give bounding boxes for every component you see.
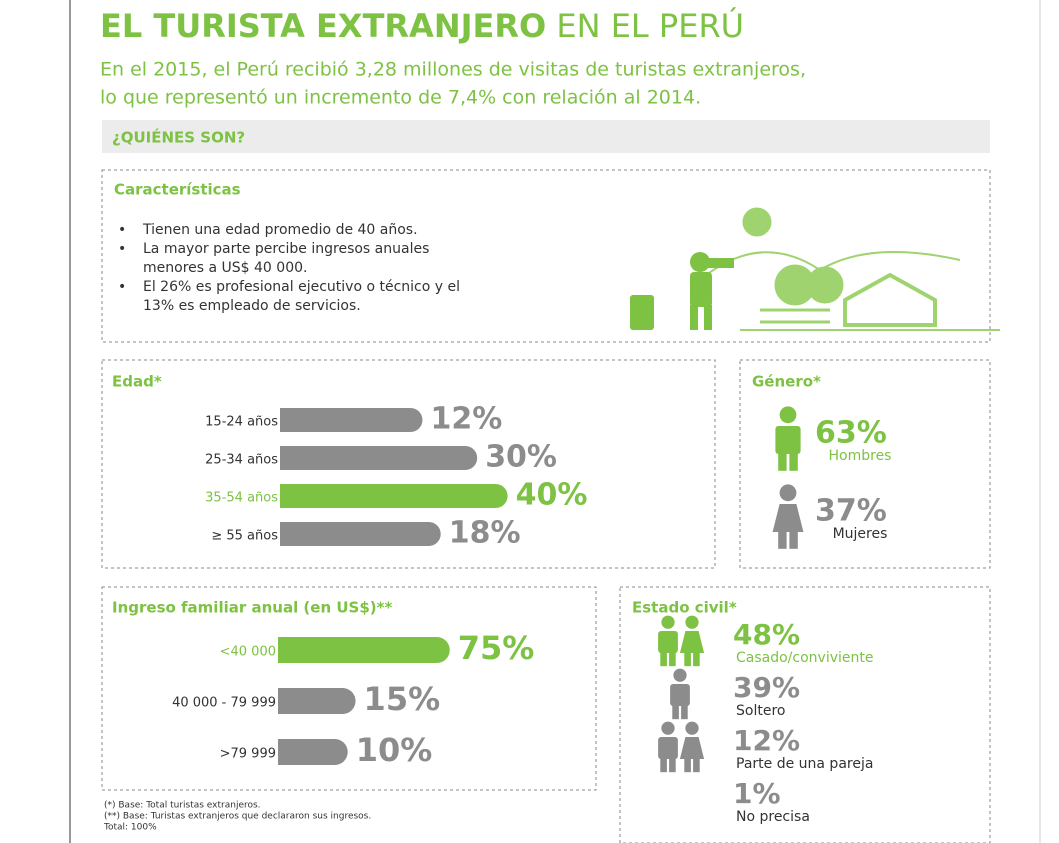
bullet-text: 13% es empleado de servicios. — [143, 298, 361, 314]
value-label: 63% — [815, 416, 887, 451]
head — [685, 616, 698, 629]
box-title: Características — [114, 181, 241, 199]
section-title: ¿QUIÉNES SON? — [112, 128, 245, 147]
box — [102, 587, 596, 790]
title-bold: EL TURISTA EXTRANJERO — [100, 7, 546, 45]
bullet-text: La mayor parte percibe ingresos anuales — [143, 241, 429, 257]
head — [661, 722, 674, 735]
head — [685, 722, 698, 735]
bar — [280, 522, 441, 546]
value-label: 39% — [733, 671, 800, 704]
leg — [684, 651, 691, 666]
category-label: 40 000 - 79 999 — [172, 696, 276, 711]
leg — [660, 757, 667, 772]
category-label: 15-24 años — [205, 415, 278, 430]
subtitle: En el 2015, el Perú recibió 3,28 millone… — [100, 59, 806, 81]
leg — [669, 757, 676, 772]
bullet: • — [118, 279, 126, 295]
body — [680, 737, 704, 759]
category-label: >79 999 — [220, 747, 276, 762]
bullet: • — [118, 222, 126, 238]
value-label: 37% — [815, 494, 887, 529]
bullet-text: Tienen una edad promedio de 40 años. — [142, 222, 418, 238]
body — [773, 504, 804, 532]
person-icon — [658, 722, 678, 773]
leg — [672, 704, 679, 719]
category-label: Hombres — [829, 448, 892, 464]
bar-square — [280, 484, 304, 508]
head — [673, 669, 686, 682]
bar — [280, 446, 477, 470]
leg — [789, 451, 797, 471]
leg — [660, 651, 667, 666]
category-label: Casado/conviviente — [736, 650, 873, 666]
chart-title: Edad* — [112, 373, 162, 391]
bar-square — [280, 446, 304, 470]
category-label: <40 000 — [220, 645, 276, 660]
value-label: 18% — [449, 516, 521, 551]
leg — [778, 529, 786, 549]
body — [658, 737, 678, 759]
value-label: 48% — [733, 618, 800, 651]
value-label: 10% — [356, 731, 433, 769]
body — [658, 631, 678, 653]
head — [780, 484, 797, 501]
subtitle: lo que representó un incremento de 7,4% … — [100, 87, 701, 109]
bullet-text: El 26% es profesional ejecutivo o técnic… — [143, 279, 460, 295]
chart-title: Estado civil* — [632, 599, 737, 617]
leg — [684, 757, 691, 772]
value-label: 75% — [458, 629, 535, 667]
bar-square — [278, 637, 304, 663]
body — [680, 631, 704, 653]
value-label: 40% — [516, 478, 588, 513]
bar — [280, 484, 508, 508]
illustration — [700, 208, 1000, 330]
footnote: Total: 100% — [103, 823, 157, 833]
value-label: 1% — [733, 777, 781, 810]
leg — [669, 651, 676, 666]
value-label: 15% — [364, 680, 441, 718]
person-icon — [670, 669, 690, 720]
category-label: Parte de una pareja — [736, 756, 873, 772]
body — [670, 684, 690, 706]
head — [661, 616, 674, 629]
category-label: ≥ 55 años — [211, 529, 278, 544]
bar-square — [280, 522, 304, 546]
footnote: (*) Base: Total turistas extranjeros. — [104, 801, 261, 811]
head — [780, 406, 797, 423]
category-label: 25-34 años — [205, 453, 278, 468]
bar-square — [280, 408, 304, 432]
category-label: Mujeres — [833, 526, 888, 542]
value-label: 12% — [430, 402, 502, 437]
title: EL TURISTA EXTRANJERO EN EL PERÚ — [100, 6, 744, 45]
bullet: • — [118, 241, 126, 257]
chart-title: Ingreso familiar anual (en US$)** — [112, 599, 392, 617]
person-icon — [680, 616, 704, 667]
category-label: Soltero — [736, 703, 785, 719]
title-light: EN EL PERÚ — [556, 6, 744, 45]
category-label: 35-54 años — [205, 491, 278, 506]
body — [775, 426, 800, 454]
page: EL TURISTA EXTRANJERO EN EL PERÚ En el 2… — [0, 0, 1059, 843]
leg — [789, 529, 797, 549]
leg — [681, 704, 688, 719]
person-icon — [680, 722, 704, 773]
chart-title: Género* — [752, 373, 821, 391]
value-label: 30% — [485, 440, 557, 475]
footnote: (**) Base: Turistas extranjeros que decl… — [104, 812, 371, 822]
person-icon — [775, 406, 800, 470]
leg — [693, 651, 700, 666]
bar-square — [278, 688, 304, 714]
person-icon — [658, 616, 678, 667]
leg — [693, 757, 700, 772]
value-label: 12% — [733, 724, 800, 757]
person-icon — [773, 484, 804, 548]
bar-square — [278, 739, 304, 765]
tourist-icon — [630, 252, 734, 330]
bullet-text: menores a US$ 40 000. — [143, 260, 307, 276]
category-label: No precisa — [736, 809, 810, 825]
leg — [778, 451, 786, 471]
